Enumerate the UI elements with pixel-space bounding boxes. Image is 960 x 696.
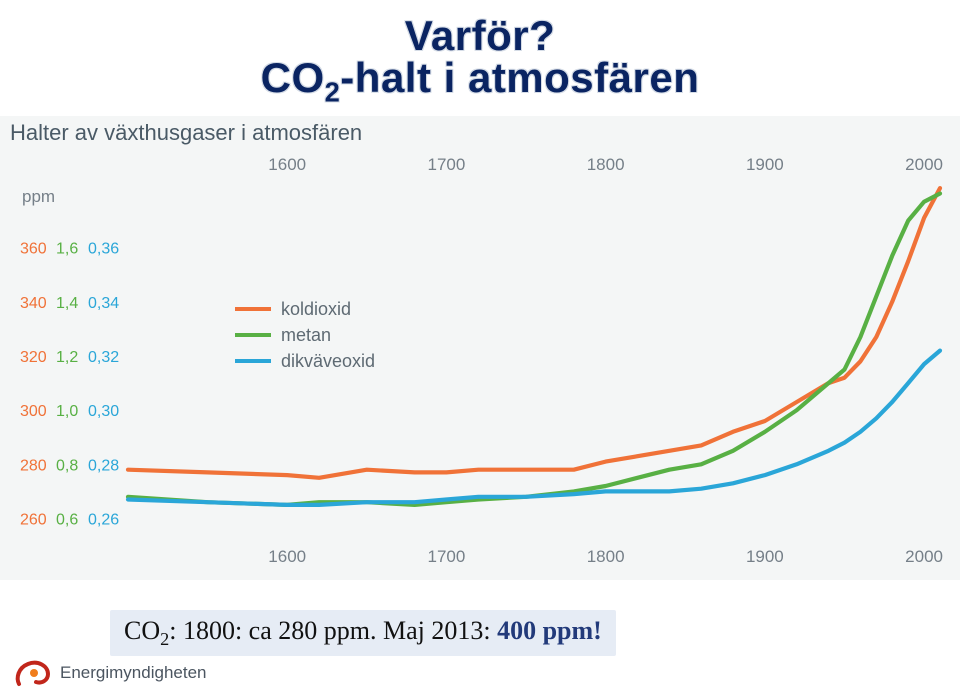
caption: CO2: 1800: ca 280 ppm. Maj 2013: 400 ppm…	[110, 610, 616, 656]
x-tick-top: 1600	[268, 155, 306, 174]
chart-svg: 1600 1600 1700 1700 1800 1800 1900 1900 2000 2000…	[0, 150, 960, 580]
y-tick-metan: 0,8	[56, 457, 78, 474]
x-tick-bottom: 1900	[746, 547, 784, 566]
x-tick-top: 1800	[587, 155, 625, 174]
title-block: Varför? CO2-halt i atmosfären	[0, 0, 960, 108]
page-title-line1: Varför?	[0, 12, 960, 60]
y-tick-koldioxid: 260	[20, 511, 47, 528]
chart-title: Halter av växthusgaser i atmosfären	[0, 116, 960, 150]
x-tick-bottom: 2000	[905, 547, 943, 566]
series-dikväveoxid	[128, 351, 940, 505]
x-tick-bottom: 1600	[268, 547, 306, 566]
page: Varför? CO2-halt i atmosfären Halter av …	[0, 0, 960, 696]
y-tick-dikväveoxid: 0,36	[88, 241, 119, 258]
y-tick-metan: 0,6	[56, 511, 78, 528]
logo: Energimyndigheten	[14, 656, 206, 690]
y-tick-dikväveoxid: 0,34	[88, 295, 119, 312]
y-axis-label: ppm	[22, 187, 55, 206]
x-tick-top: 2000	[905, 155, 943, 174]
x-tick-top: 1700	[428, 155, 466, 174]
y-tick-metan: 1,6	[56, 241, 78, 258]
chart-container: Halter av växthusgaser i atmosfären 1600…	[0, 116, 960, 580]
y-tick-koldioxid: 280	[20, 457, 47, 474]
y-tick-koldioxid: 360	[20, 241, 47, 258]
y-tick-dikväveoxid: 0,32	[88, 349, 119, 366]
logo-text: Energimyndigheten	[60, 663, 206, 683]
legend-label-koldioxid: koldioxid	[281, 299, 351, 319]
series-metan	[128, 194, 940, 505]
legend-label-dikväveoxid: dikväveoxid	[281, 351, 375, 371]
page-title-line2: CO2-halt i atmosfären	[0, 54, 960, 108]
y-tick-koldioxid: 320	[20, 349, 47, 366]
y-tick-koldioxid: 340	[20, 295, 47, 312]
series-koldioxid	[128, 188, 940, 478]
y-tick-dikväveoxid: 0,26	[88, 511, 119, 528]
x-tick-bottom: 1800	[587, 547, 625, 566]
y-tick-metan: 1,4	[56, 295, 78, 312]
legend-label-metan: metan	[281, 325, 331, 345]
y-tick-koldioxid: 300	[20, 403, 47, 420]
logo-icon	[14, 656, 54, 690]
x-tick-bottom: 1700	[428, 547, 466, 566]
y-tick-dikväveoxid: 0,28	[88, 457, 119, 474]
y-tick-dikväveoxid: 0,30	[88, 403, 119, 420]
y-tick-metan: 1,2	[56, 349, 78, 366]
x-tick-top: 1900	[746, 155, 784, 174]
y-tick-metan: 1,0	[56, 403, 78, 420]
